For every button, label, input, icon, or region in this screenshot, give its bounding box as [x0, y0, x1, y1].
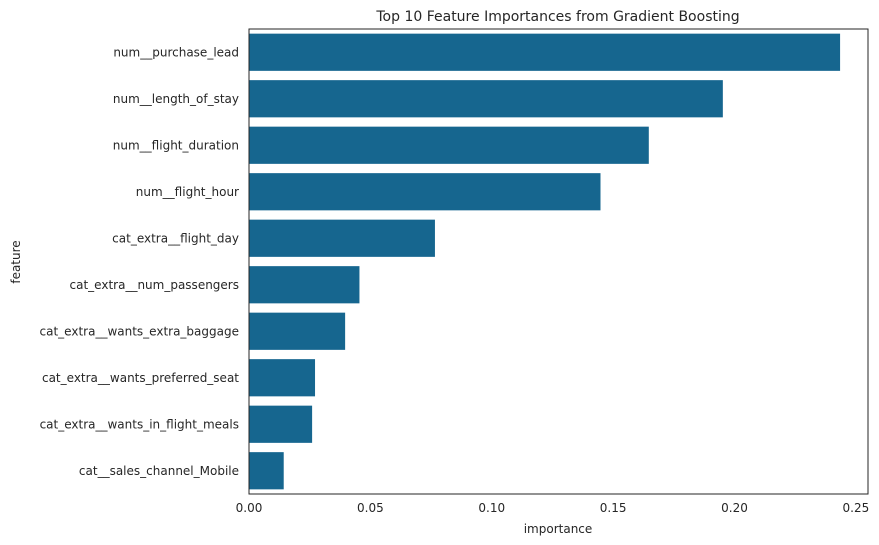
y-axis-label: feature	[9, 240, 23, 283]
x-tick-label: 0.00	[236, 501, 263, 515]
y-tick-label: num__flight_hour	[136, 185, 239, 199]
bar-cat_extra__num_passengers	[249, 266, 360, 304]
y-tick-labels: num__purchase_lead num__length_of_staynum…	[40, 45, 240, 478]
y-tick-label: num__flight_duration	[113, 138, 239, 152]
bar-num__flight_hour	[249, 173, 601, 211]
y-tick-label: num__length_of_stay	[113, 92, 239, 106]
chart-title: Top 10 Feature Importances from Gradient…	[375, 9, 739, 25]
y-tick-label: cat_extra__num_passengers	[70, 278, 239, 292]
bars-group	[249, 33, 841, 490]
x-tick-label: 0.05	[357, 501, 384, 515]
y-tick-label: cat_extra__wants_in_flight_meals	[40, 417, 239, 431]
bar-cat_extra__wants_in_flight_meals	[249, 405, 313, 443]
bar-num__flight_duration	[249, 126, 649, 164]
x-ticks-group: 0.00 0.05 0.10 0.15 0.20 0.25	[236, 501, 870, 515]
bar-cat__sales_channel_Mobile	[249, 452, 284, 490]
y-tick-label: num__purchase_lead	[113, 45, 239, 59]
bar-cat_extra__wants_extra_baggage	[249, 312, 346, 350]
y-tick-label: cat_extra__wants_preferred_seat	[42, 371, 239, 385]
x-tick-label: 0.25	[843, 501, 870, 515]
x-tick-label: 0.20	[721, 501, 748, 515]
y-tick-label: cat_extra__flight_day	[112, 231, 239, 245]
bar-num__purchase_lead	[249, 33, 841, 71]
y-tick-label: cat_extra__wants_extra_baggage	[40, 324, 239, 338]
x-tick-label: 0.15	[600, 501, 627, 515]
x-axis-label: importance	[524, 522, 593, 536]
bar-cat_extra__flight_day	[249, 219, 435, 257]
x-tick-label: 0.10	[478, 501, 505, 515]
plot-frame	[248, 28, 869, 495]
bar-cat_extra__wants_preferred_seat	[249, 359, 316, 397]
bar-num__length_of_stay	[249, 80, 723, 118]
y-tick-label: cat__sales_channel_Mobile	[79, 464, 239, 478]
